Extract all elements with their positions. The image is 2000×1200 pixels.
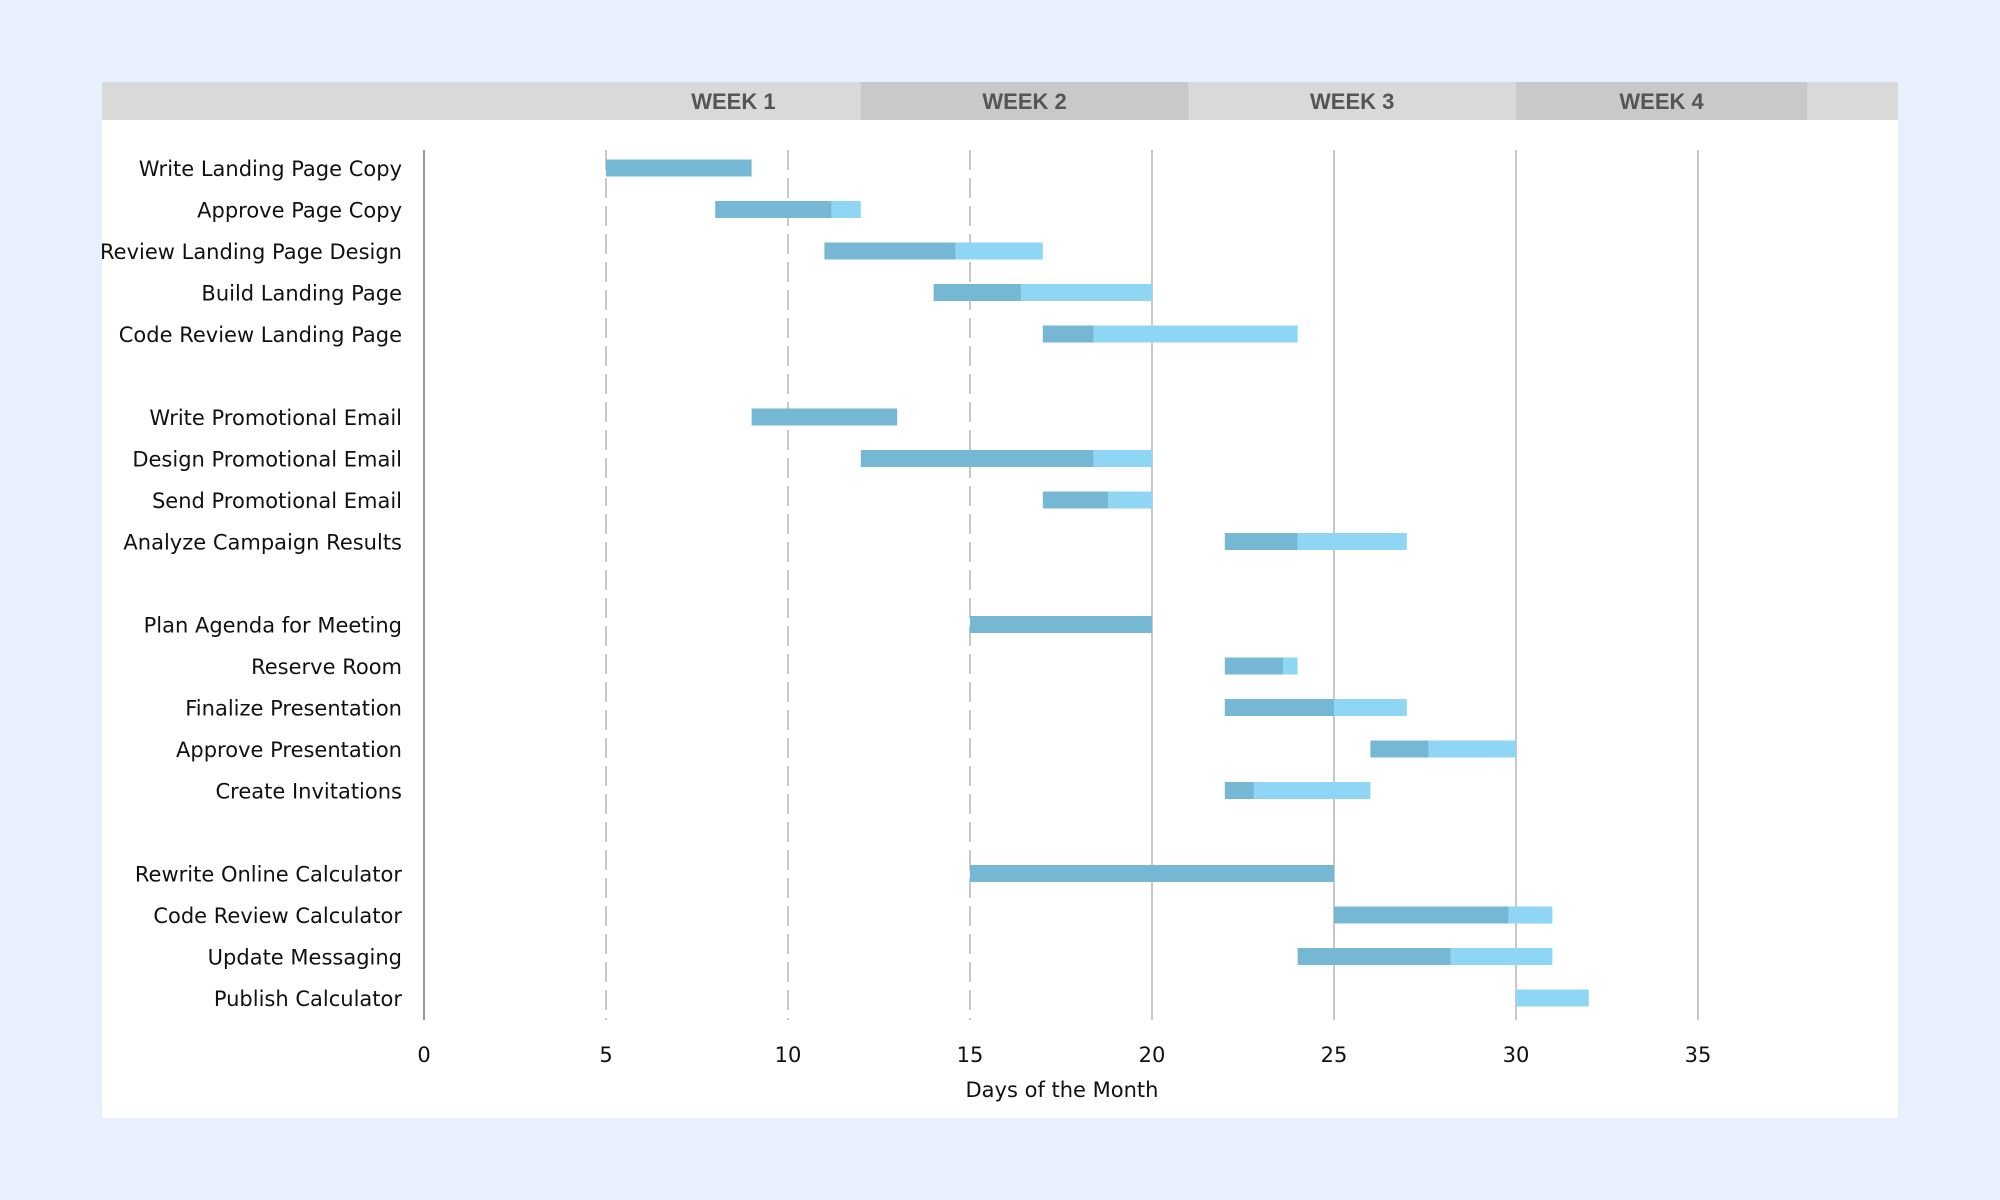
bar-completed (1370, 740, 1429, 758)
task-label: Update Messaging (208, 946, 402, 970)
bar-remaining (1020, 284, 1152, 301)
bar-remaining (831, 201, 861, 218)
task-labels: Write Landing Page Copy Approve Page Copy… (102, 157, 402, 1011)
task-label: Reserve Room (251, 655, 402, 679)
bar-remaining (1108, 491, 1152, 509)
task-label: Approve Page Copy (197, 199, 402, 223)
task-label: Rewrite Online Calculator (135, 863, 402, 887)
bar-completed (860, 450, 1094, 467)
bar-completed (1224, 533, 1298, 550)
task-label: Code Review Landing Page (119, 323, 402, 347)
bar-remaining (1516, 989, 1589, 1007)
bar-remaining (1334, 699, 1407, 716)
task-label: Design Promotional Email (132, 448, 402, 472)
week-label: WEEK 2 (982, 89, 1066, 114)
bar-completed (751, 408, 898, 426)
bar-completed (715, 201, 832, 218)
bar-completed (1334, 906, 1509, 924)
bar-completed (933, 284, 1021, 301)
bar-remaining (1253, 782, 1371, 799)
week-header-cell (1188, 82, 1516, 120)
bar-completed (606, 159, 752, 177)
x-axis-title: Days of the Month (966, 1078, 1159, 1102)
bar-completed (1224, 657, 1284, 675)
bar-remaining (1283, 657, 1298, 675)
x-tick-label: 25 (1321, 1043, 1348, 1067)
x-tick-label: 30 (1503, 1043, 1530, 1067)
bar-completed (1224, 782, 1254, 799)
chart-panel: WEEK 1 WEEK 2 WEEK 3 WEEK 4 Write Landing P… (102, 82, 1898, 1118)
bar-completed (1297, 948, 1451, 965)
bar-completed (970, 616, 1152, 633)
x-tick-label: 20 (1139, 1043, 1166, 1067)
x-axis-ticks: 0 5 10 15 20 25 30 35 (417, 1043, 1711, 1067)
bar-remaining (1093, 450, 1152, 467)
task-label: Send Promotional Email (152, 489, 402, 513)
task-label: Analyze Campaign Results (123, 531, 402, 555)
gantt-chart: WEEK 1 WEEK 2 WEEK 3 WEEK 4 Write Landing P… (102, 82, 1898, 1102)
week-header-cell (606, 82, 861, 120)
bar-completed (1042, 491, 1109, 509)
task-label: Publish Calculator (214, 987, 403, 1011)
task-label: Build Landing Page (201, 282, 402, 306)
bar-remaining (1508, 906, 1553, 924)
week-header: WEEK 1 WEEK 2 WEEK 3 WEEK 4 (102, 82, 1898, 120)
bar-remaining (1297, 533, 1407, 550)
week-label: WEEK 3 (1310, 89, 1394, 114)
x-tick-label: 0 (417, 1043, 430, 1067)
bar-remaining (1093, 325, 1298, 343)
gridlines (423, 150, 1699, 1020)
x-tick-label: 35 (1685, 1043, 1712, 1067)
week-label: WEEK 4 (1619, 89, 1704, 114)
task-label: Code Review Calculator (153, 904, 402, 928)
x-tick-label: 15 (957, 1043, 984, 1067)
week-label: WEEK 1 (691, 89, 775, 114)
x-tick-label: 10 (775, 1043, 802, 1067)
task-label: Write Landing Page Copy (139, 157, 402, 181)
task-label: Create Invitations (216, 780, 403, 804)
bar-completed (970, 865, 1334, 882)
task-label: Finalize Presentation (185, 697, 402, 721)
x-tick-label: 5 (599, 1043, 612, 1067)
week-header-cell (860, 82, 1189, 120)
task-label: Plan Agenda for Meeting (144, 614, 402, 638)
task-label: Write Promotional Email (149, 406, 402, 430)
bar-remaining (1450, 948, 1553, 965)
task-bars (606, 159, 1589, 1007)
task-label: Review Landing Page Design (102, 240, 402, 264)
bar-completed (824, 242, 956, 260)
bar-completed (1224, 699, 1334, 716)
task-label: Approve Presentation (176, 738, 402, 762)
week-header-cell (1516, 82, 1808, 120)
bar-completed (1042, 325, 1094, 343)
bar-remaining (1428, 740, 1516, 758)
bar-remaining (955, 242, 1043, 260)
